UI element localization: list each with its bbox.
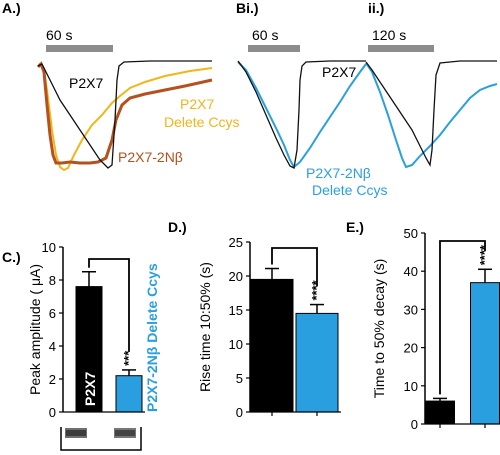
panel-e-ytick-label: 50 <box>404 226 418 241</box>
panel-bii-timebar <box>368 45 434 52</box>
panel-a-timebar <box>46 45 113 52</box>
panel-c-bar-chart: 0 2 4 6 8 10 Peak amplitude ( μA) *** P2X7 P2X7-2… <box>27 240 160 420</box>
panel-c-ytick-label: 0 <box>49 405 56 420</box>
panel-a-legend-2nb: P2X7-2Nβ <box>118 149 183 165</box>
panel-c-ytick-label: 10 <box>42 240 56 255</box>
panel-e-label: E.) <box>346 219 364 235</box>
panel-c-label: C.) <box>2 249 21 265</box>
panel-a-timebar-label: 60 s <box>46 27 72 43</box>
panel-c-ytick-label: 6 <box>49 306 56 321</box>
panel-d-label: D.) <box>168 219 187 235</box>
panel-a-legend-delete-line2: Delete Ccys <box>164 114 239 130</box>
panel-bi-timebar <box>248 45 300 52</box>
panel-bi-trace-delete-ccys <box>237 61 367 169</box>
panel-d-significance-bracket <box>271 247 318 287</box>
panel-c-ylabel: Peak amplitude ( μA) <box>27 264 43 395</box>
panel-a-label: A.) <box>2 0 21 16</box>
panel-a-legend-delete-line1: P2X7 <box>180 96 214 112</box>
panel-e-ylabel: Time to 50% decay (s) <box>371 259 387 399</box>
panel-a-legend-p2x7: P2X7 <box>69 75 103 91</box>
panel-e-bar-chart: 0 10 20 30 40 50 Time to 50% decay (s) **** <box>371 226 500 432</box>
panel-d-bar-2 <box>295 312 339 413</box>
panel-bi-legend-2nb-line2: Delete Ccys <box>312 182 387 198</box>
panel-c-ytick-label: 2 <box>49 372 56 387</box>
panel-d-bar-1 <box>250 278 294 413</box>
panel-e-significance-stars: **** <box>477 244 492 265</box>
panel-d-ytick-label: 20 <box>229 269 243 284</box>
panel-bi-timebar-label: 60 s <box>252 27 278 43</box>
panel-bii-timebar-label: 120 s <box>372 27 406 43</box>
panel-a-trace-delete-ccys <box>37 62 213 172</box>
panel-d-significance-stars: **** <box>309 279 324 300</box>
panel-e-bar-1 <box>425 400 455 425</box>
panel-c-ytick-label: 8 <box>49 273 56 288</box>
panel-a-trace-p2x7-2nb <box>36 61 213 165</box>
panel-c-category-label-1: P2X7 <box>82 372 98 406</box>
panel-d-ytick-label: 25 <box>229 235 243 250</box>
panel-e-bar-2 <box>470 282 500 425</box>
panel-c-blot-inset <box>60 427 142 451</box>
panel-bi-legend-2nb-line1: P2X7-2Nβ <box>306 165 371 181</box>
panel-d-ytick-label: 0 <box>236 405 243 420</box>
panel-d-ytick-label: 10 <box>229 337 243 352</box>
panel-e-ytick-label: 0 <box>411 417 418 432</box>
panel-c-significance-bracket <box>88 258 130 352</box>
panel-c-significance-stars: *** <box>121 350 136 366</box>
panel-e-ytick-label: 10 <box>404 379 418 394</box>
panel-bii-trace-delete-ccys <box>365 62 498 169</box>
panel-d-ylabel: Rise time 10:50% (s) <box>197 262 213 392</box>
panel-e-ytick-label: 20 <box>404 341 418 356</box>
panel-a-trace-p2x7 <box>37 60 212 169</box>
panel-bii-trace-p2x7 <box>365 60 497 167</box>
panel-d-ytick-label: 15 <box>229 303 243 318</box>
panel-e-ytick-label: 30 <box>404 302 418 317</box>
panel-d-bar-chart: 0 5 10 15 20 25 Rise time 10:50% (s) **** <box>197 235 341 420</box>
panel-bi-legend-p2x7: P2X7 <box>322 64 356 80</box>
panel-c-category-label-2: P2X7-2Nβ Delete Ccys <box>144 263 160 412</box>
panel-e-significance-bracket <box>439 240 486 395</box>
panel-e-ytick-label: 40 <box>404 264 418 279</box>
panel-bi-label: Bi.) <box>236 0 259 16</box>
panel-c-bar-2 <box>115 375 143 413</box>
panel-c-bar-1 <box>75 286 103 413</box>
panel-bi-trace-p2x7 <box>237 60 366 169</box>
panel-c-ytick-label: 4 <box>49 339 56 354</box>
panel-d-ytick-label: 5 <box>236 371 243 386</box>
panel-bii-label: ii.) <box>368 0 384 16</box>
